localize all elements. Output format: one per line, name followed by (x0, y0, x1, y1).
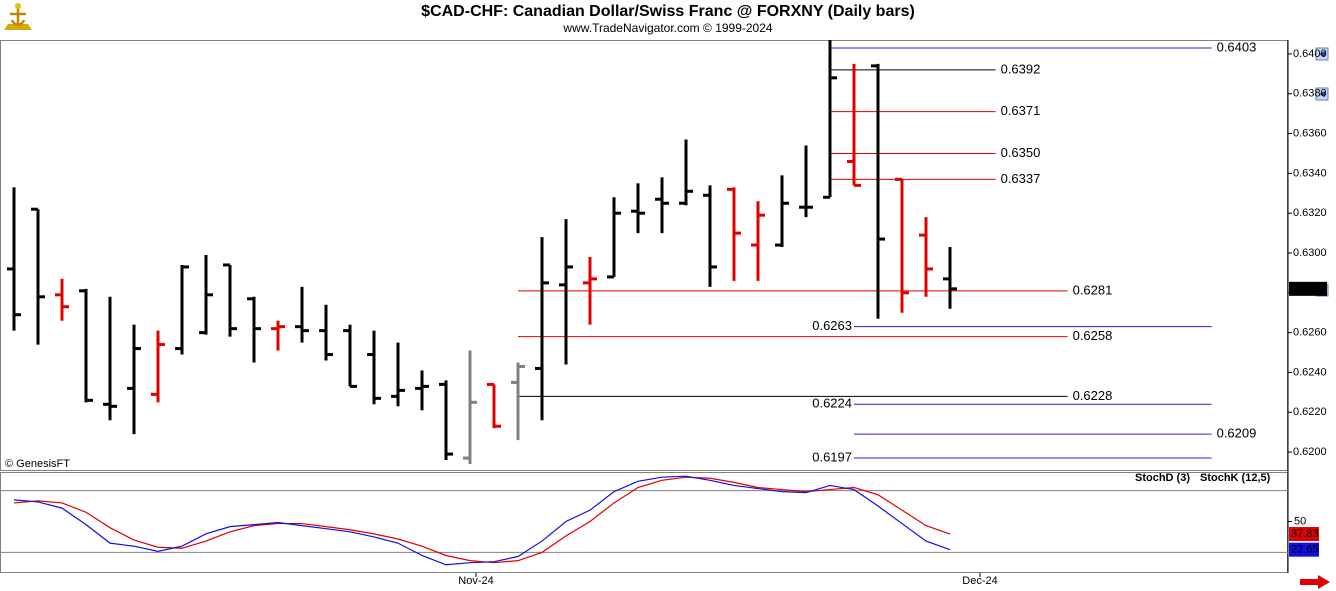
y-tick-label: 0.6400 (1293, 48, 1327, 60)
y-tick-label: 50 (1294, 515, 1306, 527)
scroll-button[interactable] (1315, 47, 1329, 61)
last-value-box (1289, 527, 1319, 542)
price-bar (655, 177, 669, 234)
price-bar (391, 342, 405, 407)
price-bar (343, 324, 357, 388)
price-bar (895, 177, 909, 313)
price-bar (583, 256, 597, 325)
next-arrow[interactable] (1300, 575, 1330, 589)
price-bar (823, 40, 837, 199)
price-bar (847, 63, 861, 187)
level-label: 0.6403 (1217, 39, 1257, 54)
price-bar (559, 219, 573, 365)
price-bar (319, 304, 333, 361)
scroll-button[interactable] (1315, 87, 1329, 101)
y-tick-label: 0.6240 (1293, 366, 1327, 378)
price-bar (727, 187, 741, 281)
level-label: 0.6258 (1073, 328, 1113, 343)
level-label: 0.6263 (812, 318, 852, 333)
level-label: 0.6224 (812, 396, 852, 411)
y-tick-label: 0.6360 (1293, 127, 1327, 139)
price-bar (463, 350, 477, 465)
price-bar (919, 217, 933, 297)
price-bar (751, 201, 765, 281)
level-label: 0.6281 (1073, 282, 1113, 297)
level-label: 0.6371 (1001, 103, 1041, 118)
price-bar (199, 255, 213, 335)
price-bar (607, 197, 621, 279)
last-value-label: 37.83 (1291, 528, 1319, 540)
logo (4, 3, 32, 30)
y-tick-label: 0.6380 (1293, 88, 1327, 100)
price-bar (55, 278, 69, 321)
y-tick-label: 0.6220 (1293, 406, 1327, 418)
price-bar (223, 263, 237, 337)
stoch-line (13, 475, 951, 566)
price-bar (439, 380, 453, 461)
y-tick-label: 0.6320 (1293, 207, 1327, 219)
price-bar (775, 175, 789, 248)
level-label: 0.6350 (1001, 145, 1041, 160)
last-price-box (1289, 281, 1327, 296)
price-bar (151, 330, 165, 403)
price-bar (487, 382, 501, 429)
level-label: 0.6337 (1001, 171, 1041, 186)
price-bar (271, 320, 285, 351)
price-bar (703, 185, 717, 287)
x-tick-label: Nov-24 (458, 575, 493, 587)
price-bar (799, 145, 813, 218)
x-tick-label: Dec-24 (962, 575, 997, 587)
price-bar (175, 264, 189, 355)
watermark: © GenesisFT (5, 458, 70, 470)
chart-subtitle: www.TradeNavigator.com © 1999-2024 (562, 21, 772, 35)
y-tick-label: 0.6260 (1293, 327, 1327, 339)
price-bar (7, 187, 21, 331)
y-tick-label: 0.6200 (1293, 446, 1327, 458)
price-bar (631, 183, 645, 234)
price-bar (367, 330, 381, 405)
price-bar (535, 237, 549, 421)
price-bar (679, 139, 693, 206)
price-bar (247, 296, 261, 363)
legend-entry: StochK (12,5) (1200, 472, 1271, 484)
price-bar (943, 247, 957, 309)
price-bar (871, 63, 885, 319)
price-bar (103, 296, 117, 421)
y-tick-label: 0.6300 (1293, 247, 1327, 259)
price-bar (511, 362, 525, 441)
legend-entry: StochD (3) (1135, 472, 1190, 484)
level-label: 0.6197 (812, 449, 852, 464)
level-label: 0.6209 (1217, 426, 1257, 441)
price-bar (295, 286, 309, 343)
y-tick-label: 0.6340 (1293, 167, 1327, 179)
chart-title: $CAD-CHF: Canadian Dollar/Swiss Franc @ … (421, 3, 915, 20)
level-label: 0.6228 (1073, 388, 1113, 403)
price-bar (79, 288, 93, 403)
price-bar (31, 207, 45, 345)
price-bar (127, 324, 141, 435)
price-bar (415, 370, 429, 411)
last-price-label: 0.6282 (1291, 283, 1325, 295)
last-value-label: 22.65 (1291, 544, 1319, 556)
last-value-box (1289, 542, 1319, 557)
level-label: 0.6392 (1001, 61, 1041, 76)
